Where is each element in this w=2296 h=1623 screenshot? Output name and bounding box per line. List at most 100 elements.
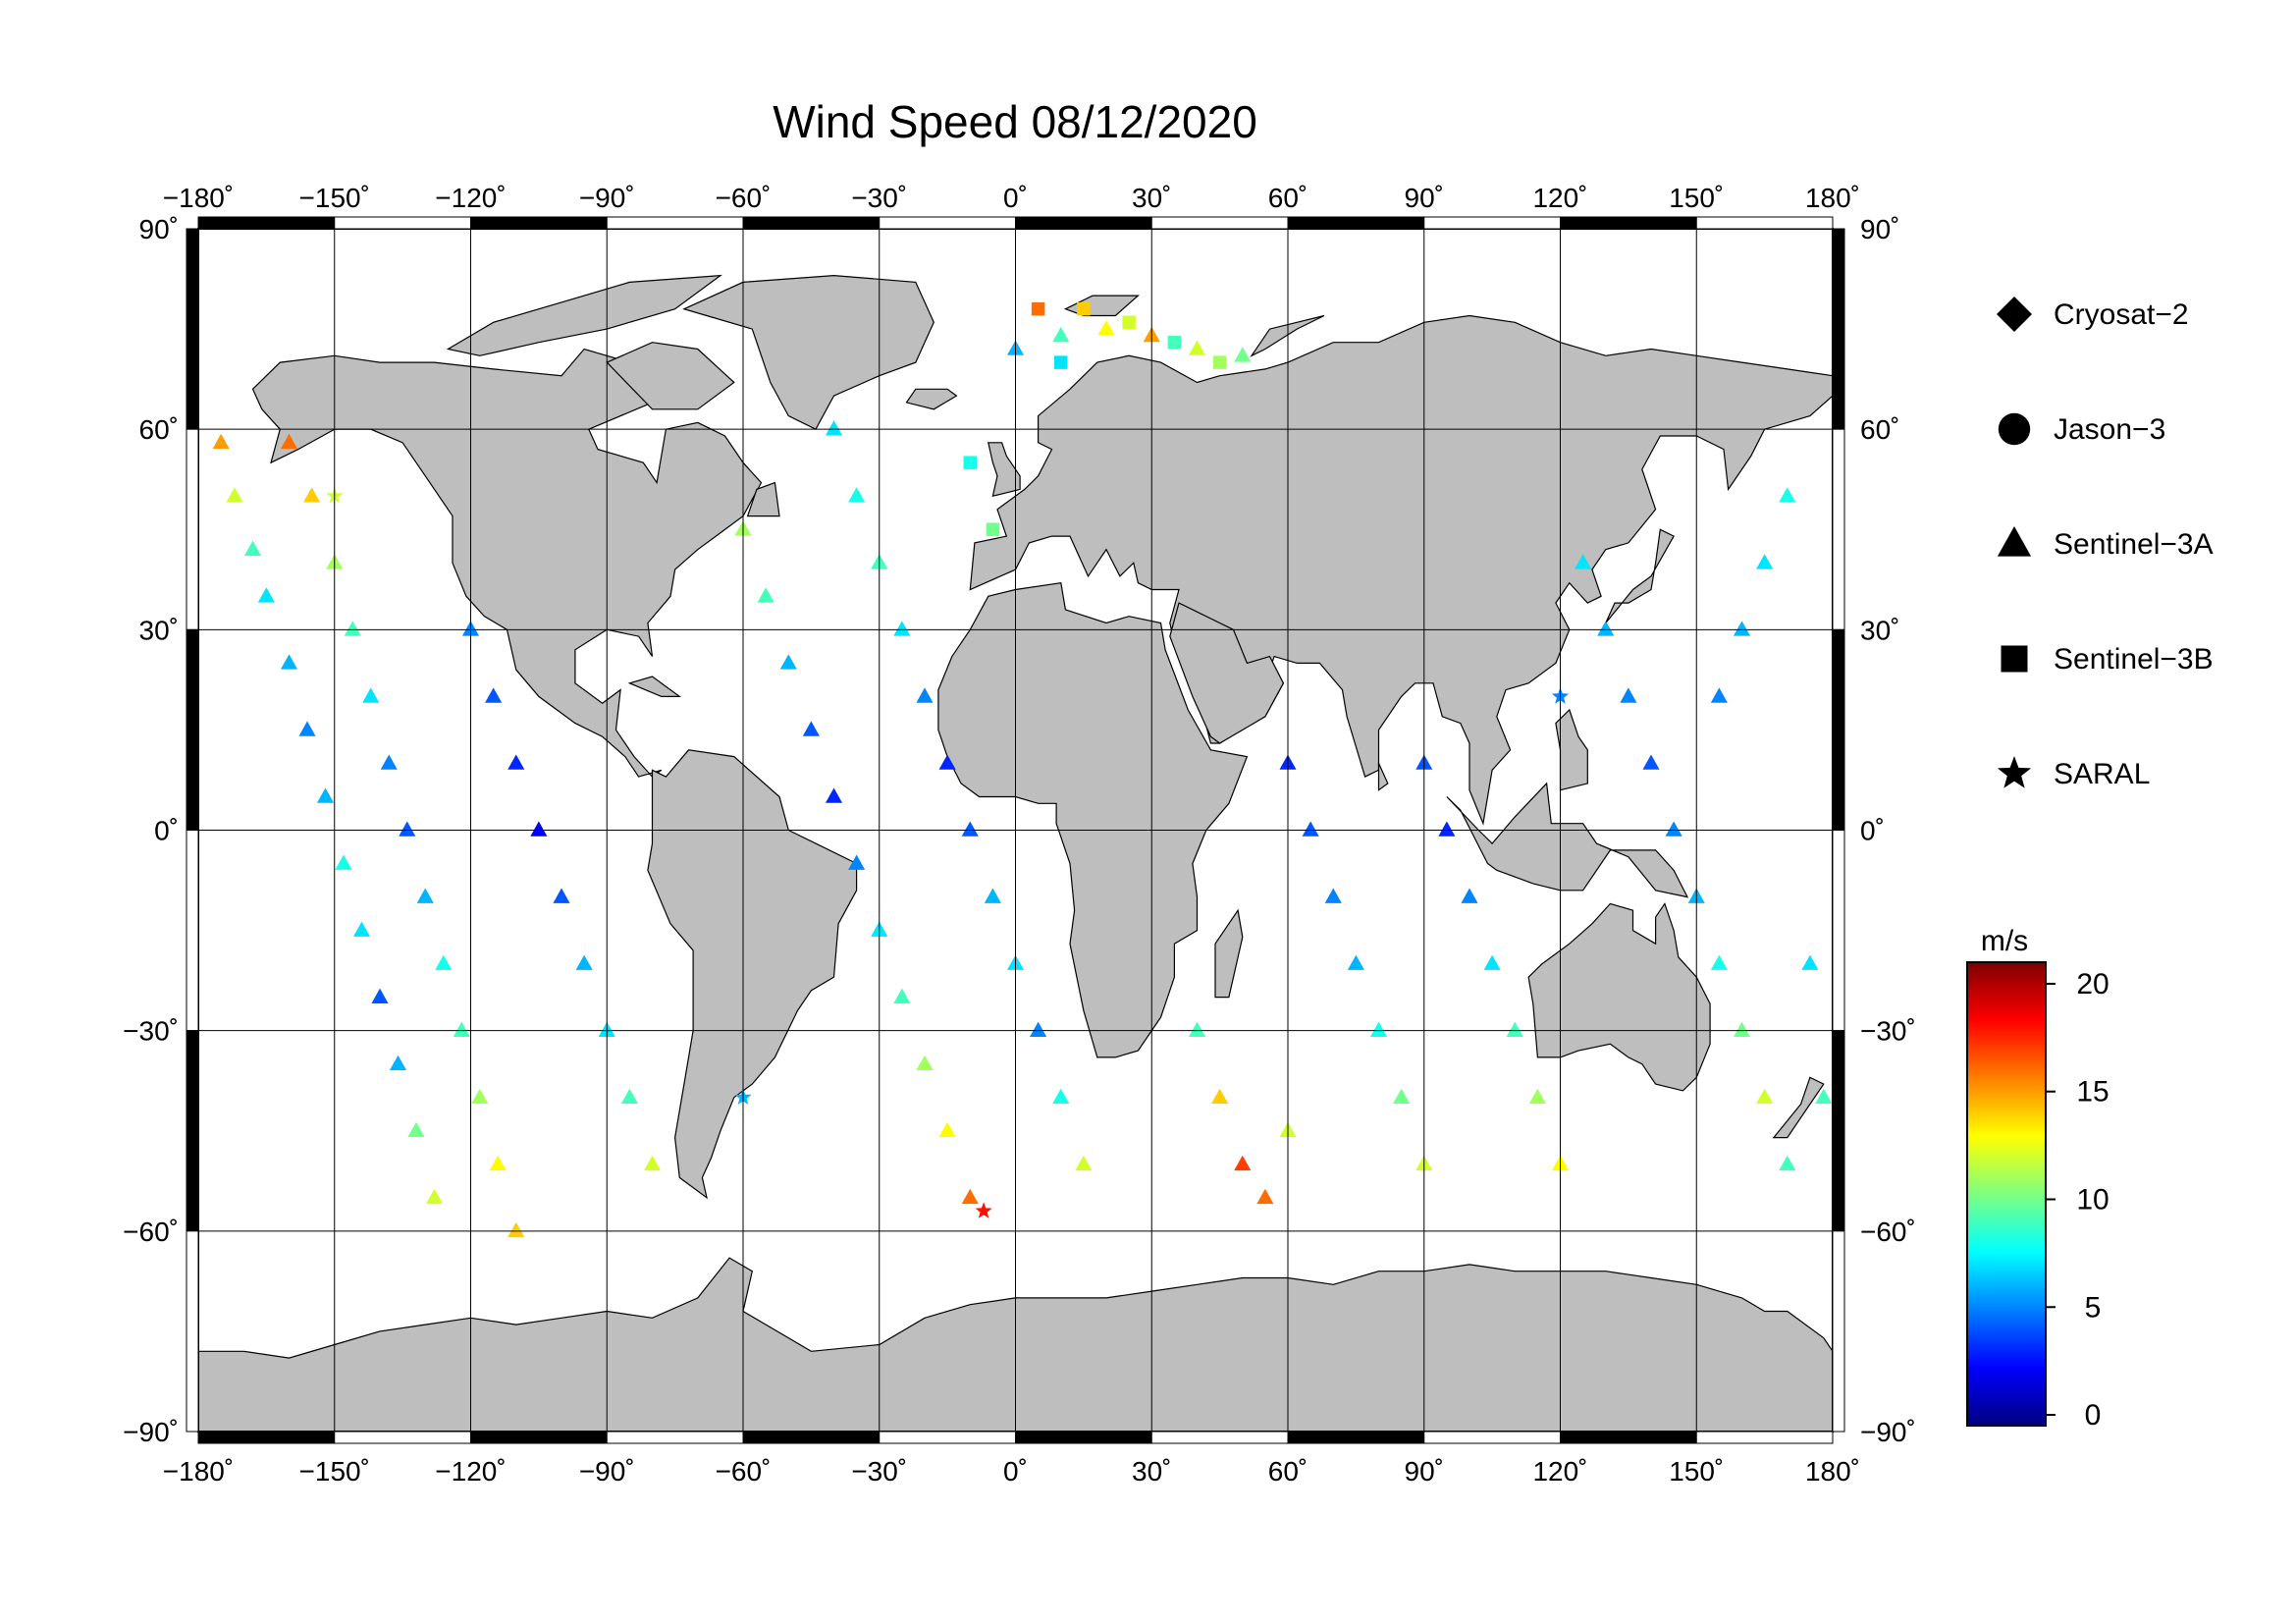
- frame-segment-right: [1832, 830, 1845, 1032]
- data-point: [399, 821, 416, 837]
- data-point: [575, 954, 593, 970]
- frame-segment-top: [742, 216, 881, 230]
- data-point: [1575, 554, 1592, 569]
- legend-item: SARAL: [1997, 756, 2150, 790]
- lon-tick-label-bottom: −60˚: [716, 1456, 772, 1487]
- data-point: [825, 787, 843, 803]
- data-point: [1302, 821, 1319, 837]
- lat-tick-label-right: 90˚: [1860, 214, 1899, 244]
- lon-tick-label-top: 60˚: [1268, 183, 1308, 213]
- data-point: [916, 1055, 934, 1070]
- data-point: [986, 522, 1000, 536]
- frame-segment-bottom: [1015, 1431, 1152, 1444]
- frame-segment-left: [186, 628, 199, 831]
- frame-segment-right: [1832, 228, 1845, 430]
- lon-tick-label-top: −90˚: [579, 183, 635, 213]
- lon-tick-label-bottom: −180˚: [163, 1456, 234, 1487]
- lon-tick-label-top: −120˚: [435, 183, 506, 213]
- data-point: [984, 888, 1001, 903]
- data-point: [643, 1155, 662, 1171]
- square-symbol-icon: [2001, 645, 2028, 673]
- lon-tick-label-bottom: −120˚: [435, 1456, 506, 1487]
- frame-segment-bottom: [879, 1431, 1016, 1444]
- lat-tick-label-right: −90˚: [1860, 1417, 1916, 1447]
- legend-item: Sentinel−3B: [2001, 643, 2214, 676]
- latitude-tick-labels: 90˚ 90˚ 60˚ 60˚ 30˚ 30˚ 0˚ 0˚ −30˚ −30˚ −60˚ −60˚ −9…: [123, 214, 1916, 1447]
- colorbar-tick-label: 5: [2085, 1291, 2102, 1324]
- lon-tick-label-bottom: −30˚: [851, 1456, 907, 1487]
- land-eurasia: [969, 314, 1833, 826]
- data-point: [371, 988, 389, 1003]
- frame-segment-bottom: [334, 1431, 471, 1444]
- data-point: [407, 1121, 425, 1138]
- longitude-tick-labels: −180˚ −180˚ −150˚ −150˚ −120˚ −120˚ −90˚ −90˚ −6…: [163, 183, 1860, 1487]
- diamond-symbol-icon: [1997, 297, 2032, 332]
- data-point: [975, 1202, 992, 1218]
- lon-tick-label-top: −60˚: [716, 183, 772, 213]
- data-point: [489, 1155, 507, 1171]
- data-point: [380, 754, 398, 770]
- data-point: [1324, 888, 1342, 903]
- data-point: [1506, 1021, 1523, 1037]
- frame-segment-top: [1560, 216, 1697, 230]
- legend-label: Sentinel−3A: [2054, 528, 2214, 561]
- data-point: [416, 888, 434, 903]
- data-point: [1733, 621, 1751, 636]
- data-point: [1710, 687, 1728, 703]
- lon-tick-label-top: 180˚: [1805, 183, 1860, 213]
- data-point: [916, 687, 934, 703]
- land-japan: [1605, 528, 1675, 623]
- data-point: [425, 1188, 444, 1205]
- data-point: [802, 721, 820, 736]
- data-point: [362, 687, 380, 703]
- data-point: [1234, 1155, 1252, 1171]
- frame-segment-left: [186, 428, 199, 630]
- legend-label: Jason−3: [2054, 413, 2165, 446]
- frame-segment-bottom: [470, 1431, 608, 1444]
- circle-symbol-icon: [1998, 412, 2031, 446]
- lon-tick-label-top: 90˚: [1405, 183, 1444, 213]
- data-point: [1438, 821, 1456, 837]
- data-point: [1052, 1088, 1070, 1105]
- lon-tick-label-top: −150˚: [299, 183, 370, 213]
- data-point: [1665, 821, 1682, 837]
- lat-tick-label-right: 60˚: [1860, 414, 1899, 445]
- data-point: [1077, 301, 1091, 316]
- data-point: [1710, 954, 1728, 970]
- data-point: [1097, 320, 1115, 336]
- legend-label: Cryosat−2: [2054, 298, 2189, 331]
- frame-segment-right: [1832, 1230, 1845, 1433]
- data-point: [1031, 301, 1045, 316]
- data-point: [848, 487, 866, 503]
- data-point: [280, 654, 298, 670]
- data-point: [1801, 954, 1819, 970]
- frame-segment-bottom: [1695, 1431, 1834, 1444]
- data-point: [1779, 1155, 1796, 1171]
- data-point: [1211, 1088, 1229, 1105]
- lon-tick-label-bottom: 60˚: [1268, 1456, 1308, 1487]
- data-point: [1642, 754, 1660, 770]
- data-point: [530, 821, 548, 837]
- data-point: [1052, 326, 1070, 343]
- data-point: [1815, 1088, 1833, 1105]
- land-novaya-zemlya: [1250, 314, 1325, 357]
- data-point: [1756, 554, 1774, 569]
- colorbar-tick-label: 0: [2085, 1399, 2102, 1432]
- lon-tick-label-top: 120˚: [1532, 183, 1587, 213]
- data-point: [485, 687, 503, 703]
- data-point: [1347, 954, 1364, 970]
- frame-segment-bottom: [197, 1431, 336, 1444]
- data-point: [335, 854, 352, 870]
- frame-segment-right: [1832, 1030, 1845, 1232]
- frame-segment-bottom: [1560, 1431, 1697, 1444]
- data-point: [893, 621, 911, 636]
- data-point: [1030, 1021, 1047, 1037]
- lat-tick-label-right: 0˚: [1860, 816, 1885, 846]
- legend-item: Jason−3: [1998, 412, 2165, 446]
- legend-label: SARAL: [2054, 758, 2150, 790]
- data-point: [961, 1188, 979, 1205]
- lon-tick-label-bottom: −90˚: [579, 1456, 635, 1487]
- lon-tick-label-bottom: 120˚: [1532, 1456, 1587, 1487]
- data-point: [257, 587, 275, 603]
